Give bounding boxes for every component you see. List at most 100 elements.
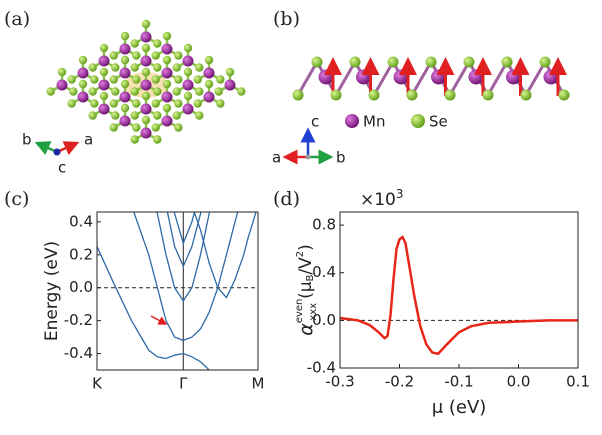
axis-arrow — [56, 141, 80, 155]
se-atom — [132, 99, 141, 108]
se-atom — [183, 91, 193, 101]
y-tick-label: 0.4 — [312, 263, 336, 281]
mn-atom — [161, 43, 173, 55]
se-atom — [153, 39, 162, 48]
se-atom — [141, 67, 151, 77]
se-atom — [90, 75, 99, 84]
se-atom — [153, 87, 162, 96]
se-atom — [109, 123, 118, 132]
y-tick-label: 0.8 — [312, 216, 336, 234]
se-atom — [78, 79, 88, 89]
axis-name: a — [84, 131, 93, 149]
se-atom — [237, 87, 246, 96]
y-tick-label: 0.0 — [312, 311, 336, 329]
x-tick-label: Γ — [179, 375, 188, 393]
se-atom — [183, 67, 193, 77]
se-atom — [172, 111, 181, 120]
se-atom — [174, 75, 183, 84]
se-atom — [174, 51, 183, 60]
se-atom — [153, 111, 162, 120]
mn-atom — [119, 43, 131, 55]
mn-atom — [161, 67, 173, 79]
axis-name: b — [336, 149, 346, 167]
mn-atom — [182, 103, 194, 115]
se-atom — [195, 87, 204, 96]
se-atom — [153, 135, 162, 144]
x-tick-label: K — [92, 375, 103, 393]
se-atom — [151, 51, 160, 60]
mn-atom — [356, 69, 371, 85]
se-atom — [368, 89, 380, 101]
se-atom — [174, 123, 183, 132]
series-line — [173, 212, 196, 246]
se-atom — [120, 31, 130, 41]
x-tick-label: -0.3 — [325, 373, 354, 391]
se-atom — [109, 99, 118, 108]
se-atom — [162, 103, 172, 113]
se-atom — [120, 55, 130, 65]
mn-atom — [140, 31, 152, 43]
axis-name: b — [22, 131, 32, 149]
se-atom — [69, 87, 78, 96]
axis-name: a — [272, 149, 281, 167]
se-atom — [425, 56, 437, 68]
se-atom — [132, 51, 141, 60]
se-atom — [67, 75, 76, 84]
se-atom — [132, 123, 141, 132]
se-atom — [539, 56, 551, 68]
y-tick-label: -0.4 — [64, 344, 93, 362]
mn-atom — [77, 91, 89, 103]
se-atom — [482, 89, 494, 101]
y-axis-label-part: 2 — [295, 251, 306, 257]
bond — [372, 61, 395, 96]
plot-frame — [339, 211, 579, 369]
y-axis-label-part: xxx — [308, 303, 319, 321]
se-atom — [151, 99, 160, 108]
se-atom — [292, 89, 304, 101]
bond — [410, 61, 433, 96]
series-line — [97, 246, 211, 370]
se-atom — [463, 56, 475, 68]
se-atom — [46, 87, 55, 96]
mn-atom — [140, 127, 152, 139]
axis-name: c — [58, 159, 66, 177]
structure-top-view — [46, 19, 246, 144]
se-atom — [172, 63, 181, 72]
se-atom — [406, 89, 418, 101]
structure-side-view — [292, 56, 570, 101]
mn-atom — [161, 91, 173, 103]
legend-label: Mn — [363, 113, 385, 131]
se-atom — [349, 56, 361, 68]
mn-atom — [77, 67, 89, 79]
panel-label: (b) — [273, 8, 300, 30]
se-atom — [153, 63, 162, 72]
se-atom — [99, 91, 109, 101]
series-line — [156, 212, 211, 303]
se-atom — [311, 56, 323, 68]
se-atom — [111, 111, 120, 120]
series-line — [133, 212, 239, 342]
mn-atom — [98, 79, 110, 91]
mn-atom — [140, 103, 152, 115]
se-atom — [225, 67, 235, 77]
y-axis-label-part: α — [295, 323, 317, 336]
y-axis-label-part: (μ — [296, 281, 316, 299]
se-atom — [204, 79, 214, 89]
se-atom — [111, 87, 120, 96]
se-atom — [111, 63, 120, 72]
mn-atom — [182, 79, 194, 91]
se-atom — [204, 55, 214, 65]
se-atom — [174, 99, 183, 108]
se-atom — [88, 111, 97, 120]
mn-atom — [468, 69, 484, 85]
se-atom — [120, 103, 130, 113]
x-tick-label: M — [252, 375, 265, 393]
se-atom — [109, 75, 118, 84]
se-atom — [57, 67, 67, 77]
scale-label-part: ×10 — [360, 190, 396, 210]
se-atom — [330, 89, 342, 101]
mn-atom — [161, 115, 173, 127]
se-atom — [214, 87, 223, 96]
se-atom — [130, 87, 139, 96]
